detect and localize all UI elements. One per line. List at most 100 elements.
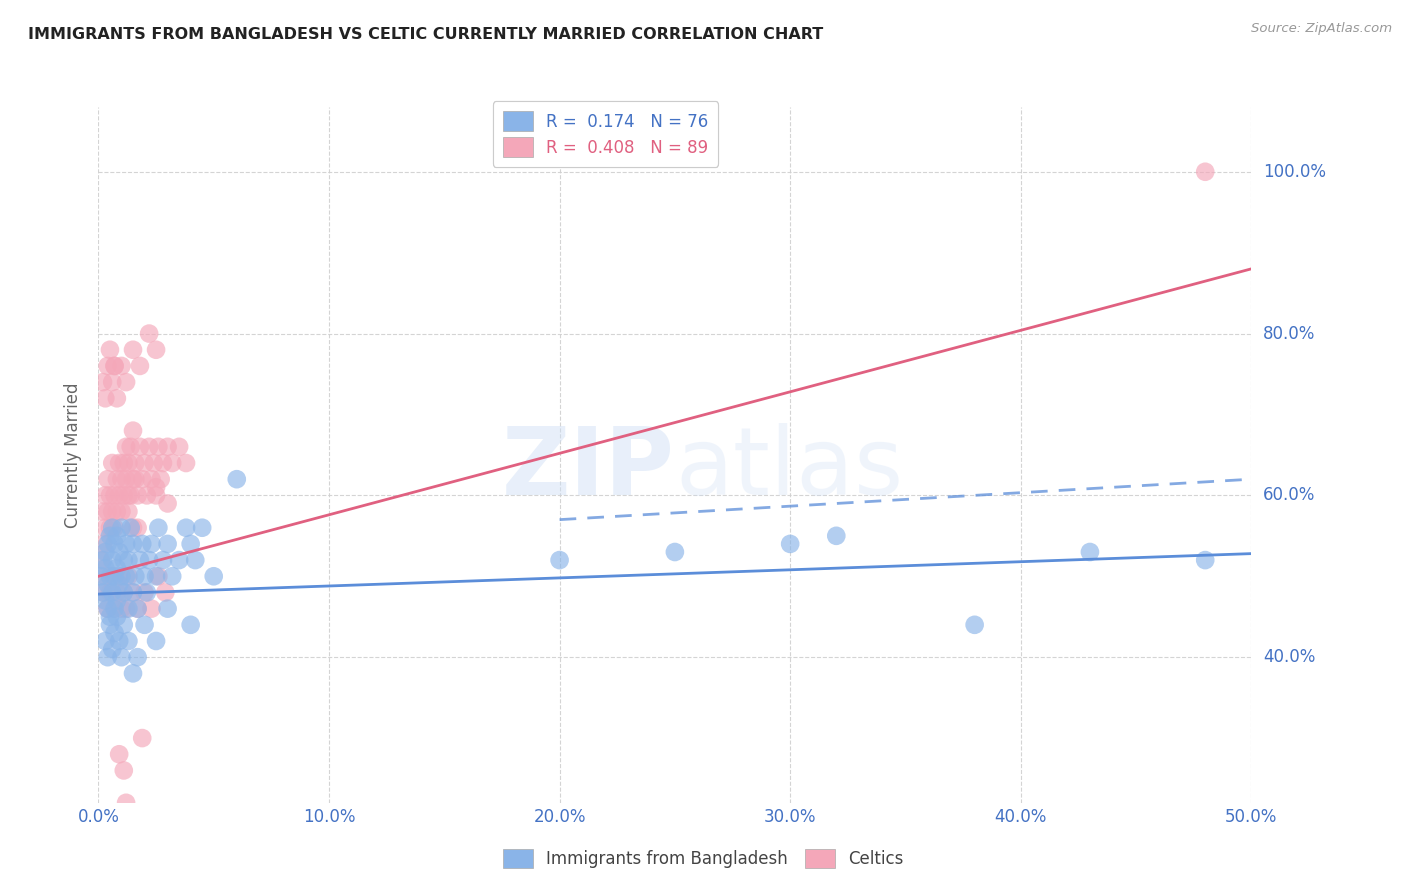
Point	[101, 642, 124, 657]
Point	[122, 424, 145, 438]
Point	[127, 488, 149, 502]
Point	[103, 537, 125, 551]
Point	[127, 601, 149, 615]
Point	[1078, 545, 1101, 559]
Point	[103, 601, 125, 615]
Point	[98, 617, 121, 632]
Text: Source: ZipAtlas.com: Source: ZipAtlas.com	[1251, 22, 1392, 36]
Point	[91, 585, 114, 599]
Point	[138, 326, 160, 341]
Point	[180, 617, 202, 632]
Point	[963, 617, 986, 632]
Point	[184, 553, 207, 567]
Point	[103, 521, 125, 535]
Point	[141, 537, 163, 551]
Point	[98, 343, 121, 357]
Point	[145, 634, 167, 648]
Point	[122, 585, 145, 599]
Point	[112, 764, 135, 778]
Point	[97, 650, 120, 665]
Point	[112, 617, 135, 632]
Point	[97, 504, 120, 518]
Point	[117, 456, 139, 470]
Point	[91, 585, 114, 599]
Point	[160, 569, 183, 583]
Point	[160, 456, 183, 470]
Point	[112, 553, 135, 567]
Point	[117, 569, 139, 583]
Point	[110, 601, 132, 615]
Point	[110, 521, 132, 535]
Text: 100.0%: 100.0%	[1263, 162, 1326, 181]
Text: 60.0%: 60.0%	[1263, 486, 1315, 504]
Point	[94, 521, 117, 535]
Point	[148, 440, 170, 454]
Point	[117, 553, 139, 567]
Point	[225, 472, 247, 486]
Legend: R =  0.174   N = 76, R =  0.408   N = 89: R = 0.174 N = 76, R = 0.408 N = 89	[494, 102, 718, 167]
Point	[135, 488, 157, 502]
Point	[110, 504, 132, 518]
Point	[105, 392, 128, 406]
Point	[98, 529, 121, 543]
Point	[115, 472, 138, 486]
Point	[131, 537, 153, 551]
Point	[156, 496, 179, 510]
Point	[167, 553, 190, 567]
Point	[94, 392, 117, 406]
Point	[122, 521, 145, 535]
Legend: Immigrants from Bangladesh, Celtics: Immigrants from Bangladesh, Celtics	[496, 842, 910, 875]
Point	[103, 626, 125, 640]
Point	[1194, 165, 1216, 179]
Point	[156, 537, 179, 551]
Point	[779, 537, 801, 551]
Point	[141, 472, 163, 486]
Point	[101, 553, 124, 567]
Point	[174, 521, 197, 535]
Point	[115, 569, 138, 583]
Point	[94, 593, 117, 607]
Point	[97, 359, 120, 373]
Point	[141, 601, 163, 615]
Point	[101, 375, 124, 389]
Point	[548, 553, 571, 567]
Point	[122, 585, 145, 599]
Point	[156, 601, 179, 615]
Point	[105, 561, 128, 575]
Point	[112, 456, 135, 470]
Point	[145, 569, 167, 583]
Point	[825, 529, 848, 543]
Point	[149, 472, 172, 486]
Point	[129, 440, 152, 454]
Point	[105, 529, 128, 543]
Point	[120, 521, 142, 535]
Point	[97, 601, 120, 615]
Point	[97, 472, 120, 486]
Point	[101, 585, 124, 599]
Point	[108, 456, 131, 470]
Point	[97, 601, 120, 615]
Point	[110, 359, 132, 373]
Point	[122, 472, 145, 486]
Point	[124, 456, 146, 470]
Point	[129, 359, 152, 373]
Point	[112, 488, 135, 502]
Point	[120, 440, 142, 454]
Point	[115, 537, 138, 551]
Point	[94, 488, 117, 502]
Y-axis label: Currently Married: Currently Married	[65, 382, 83, 528]
Point	[134, 569, 156, 583]
Point	[117, 488, 139, 502]
Point	[127, 601, 149, 615]
Point	[152, 553, 174, 567]
Point	[110, 569, 132, 583]
Point	[124, 569, 146, 583]
Point	[156, 440, 179, 454]
Point	[148, 569, 170, 583]
Point	[101, 569, 124, 583]
Point	[108, 634, 131, 648]
Point	[120, 488, 142, 502]
Point	[110, 472, 132, 486]
Point	[90, 569, 112, 583]
Point	[103, 569, 125, 583]
